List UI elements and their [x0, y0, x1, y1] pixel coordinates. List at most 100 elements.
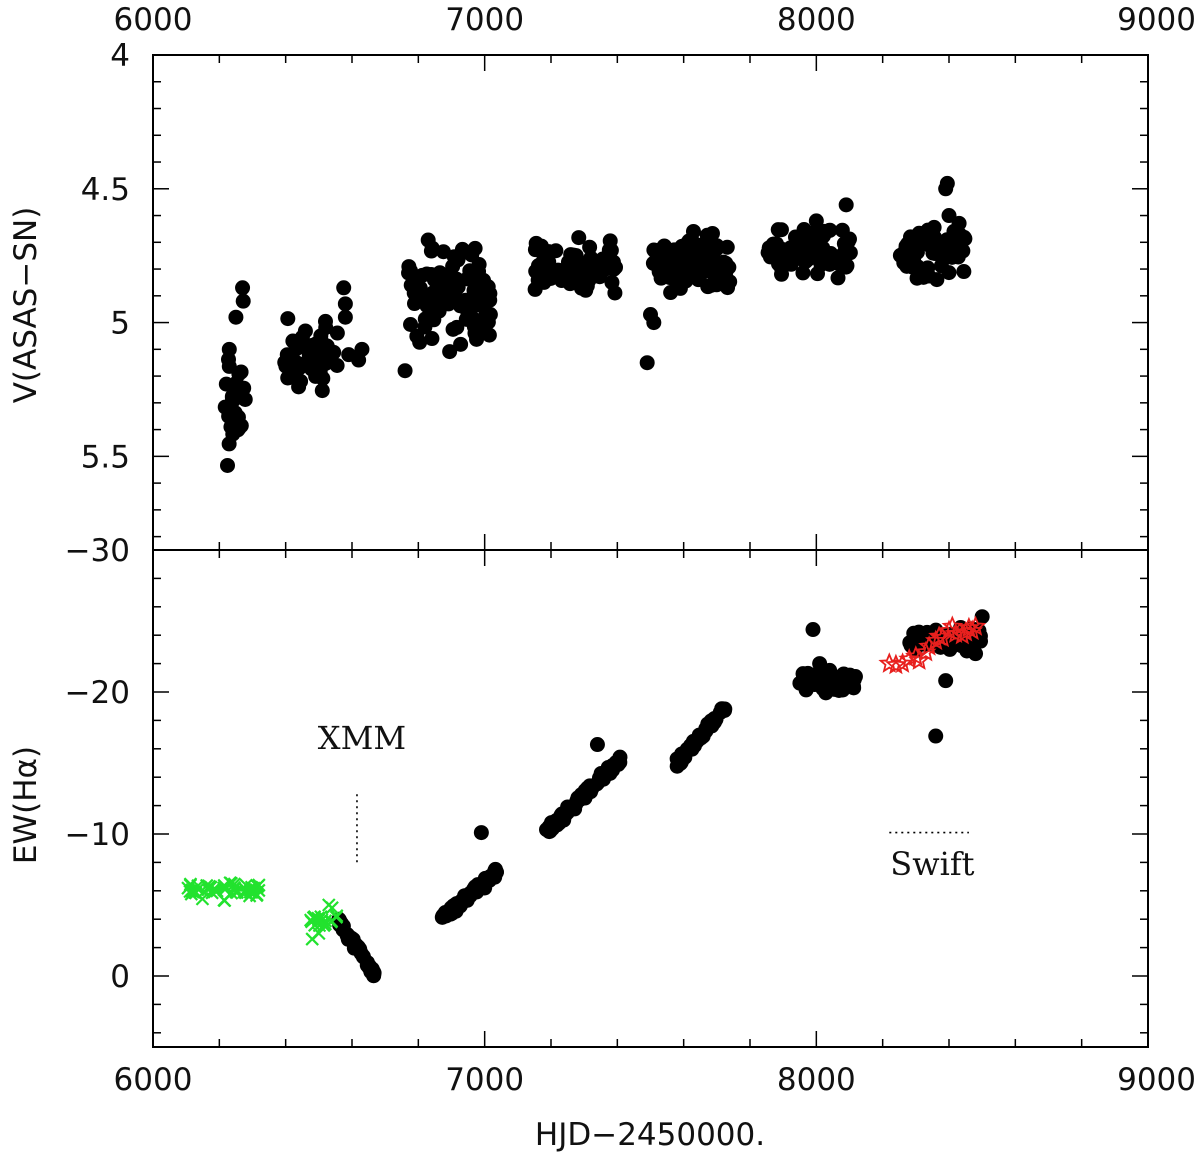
- data-point: [337, 296, 353, 312]
- data-point: [293, 373, 309, 389]
- data-point: [424, 331, 440, 347]
- data-point: [832, 676, 848, 692]
- data-point: [228, 309, 244, 325]
- data-point: [337, 309, 353, 325]
- data-point: [473, 825, 489, 841]
- data-point: [366, 965, 382, 981]
- data-point: [548, 243, 564, 259]
- data-point: [235, 293, 251, 309]
- x-tick-label: 7000: [445, 2, 524, 38]
- data-point: [656, 258, 672, 274]
- data-point-cross: [217, 878, 232, 893]
- data-point: [582, 239, 598, 255]
- data-point: [799, 669, 815, 685]
- data-point: [680, 257, 696, 273]
- data-point: [445, 321, 461, 337]
- data-point: [280, 311, 296, 327]
- data-point-cross: [230, 885, 244, 900]
- data-point-star: [944, 622, 967, 644]
- data-point: [639, 355, 655, 371]
- bottom-ylabel: EW(Hα): [8, 746, 44, 864]
- data-point: [237, 391, 253, 407]
- data-point: [445, 273, 461, 289]
- data-point: [897, 243, 913, 259]
- data-point: [221, 358, 237, 374]
- data-point: [473, 318, 489, 334]
- data-point: [830, 270, 846, 286]
- data-point: [593, 765, 609, 781]
- data-point: [412, 334, 428, 350]
- data-point: [354, 341, 370, 357]
- bottom-xlabel: HJD−2450000.: [535, 1117, 765, 1153]
- data-point-cross: [205, 886, 219, 900]
- top-ylabel: V(ASAS−SN): [8, 207, 44, 404]
- data-point-cross: [191, 882, 205, 896]
- data-point: [946, 223, 962, 239]
- data-point: [974, 609, 990, 625]
- data-point: [314, 383, 330, 399]
- data-point: [899, 258, 915, 274]
- data-point: [938, 673, 954, 689]
- data-point: [955, 243, 971, 259]
- bottom-panel: 6000 7000 8000 9000 0 −10 −20 −30 XMM Swift: [65, 533, 1196, 1098]
- data-point: [822, 222, 838, 238]
- data-point: [220, 457, 236, 473]
- data-point: [808, 213, 824, 229]
- data-point-star: [964, 615, 987, 636]
- data-point-star: [908, 649, 930, 670]
- data-point: [221, 341, 237, 357]
- annotation-label: Swift: [890, 845, 974, 883]
- data-point-star: [891, 652, 914, 673]
- data-point: [420, 232, 436, 248]
- data-point: [956, 264, 972, 280]
- data-point-star: [914, 640, 937, 662]
- data-point: [809, 229, 825, 245]
- data-point: [589, 737, 605, 753]
- data-point: [712, 704, 728, 720]
- data-point: [773, 222, 789, 238]
- data-point: [795, 265, 811, 281]
- data-point: [542, 820, 558, 836]
- x-tick-label: 6000: [114, 2, 193, 38]
- data-point: [563, 247, 579, 263]
- data-point: [939, 175, 955, 191]
- data-point: [910, 231, 926, 247]
- data-point-star: [885, 653, 907, 675]
- data-point: [474, 297, 490, 313]
- data-point: [805, 622, 821, 638]
- data-point: [550, 262, 566, 278]
- data-point: [462, 307, 478, 323]
- x-tick-label: 9000: [1117, 2, 1196, 38]
- data-point: [236, 380, 252, 396]
- data-point: [681, 233, 697, 249]
- data-point: [823, 246, 839, 262]
- data-point: [968, 646, 984, 662]
- data-point: [446, 249, 462, 265]
- data-point: [719, 259, 735, 275]
- data-point: [584, 778, 600, 794]
- plot-frame: [152, 549, 1149, 1048]
- x-tick-label: 6000: [114, 1062, 193, 1098]
- data-point: [442, 344, 458, 360]
- data-point: [915, 269, 931, 285]
- data-point: [839, 244, 855, 260]
- data-point: [452, 898, 468, 914]
- data-point: [817, 667, 833, 683]
- data-point: [690, 270, 706, 286]
- data-point-cross: [247, 881, 261, 895]
- x-tick-label: 7000: [445, 1062, 524, 1098]
- data-point: [669, 751, 685, 767]
- data-point: [329, 357, 345, 373]
- x-tick-label: 9000: [1117, 1062, 1196, 1098]
- data-point-cross: [307, 918, 322, 933]
- data-point: [336, 280, 352, 296]
- y-tick-label: 0: [110, 959, 130, 995]
- data-point: [225, 393, 241, 409]
- data-point: [417, 311, 433, 327]
- data-point: [536, 274, 552, 290]
- data-point: [329, 325, 345, 341]
- data-point: [278, 358, 294, 374]
- data-point: [319, 338, 335, 354]
- data-point: [699, 227, 715, 243]
- data-point-cross: [312, 926, 326, 941]
